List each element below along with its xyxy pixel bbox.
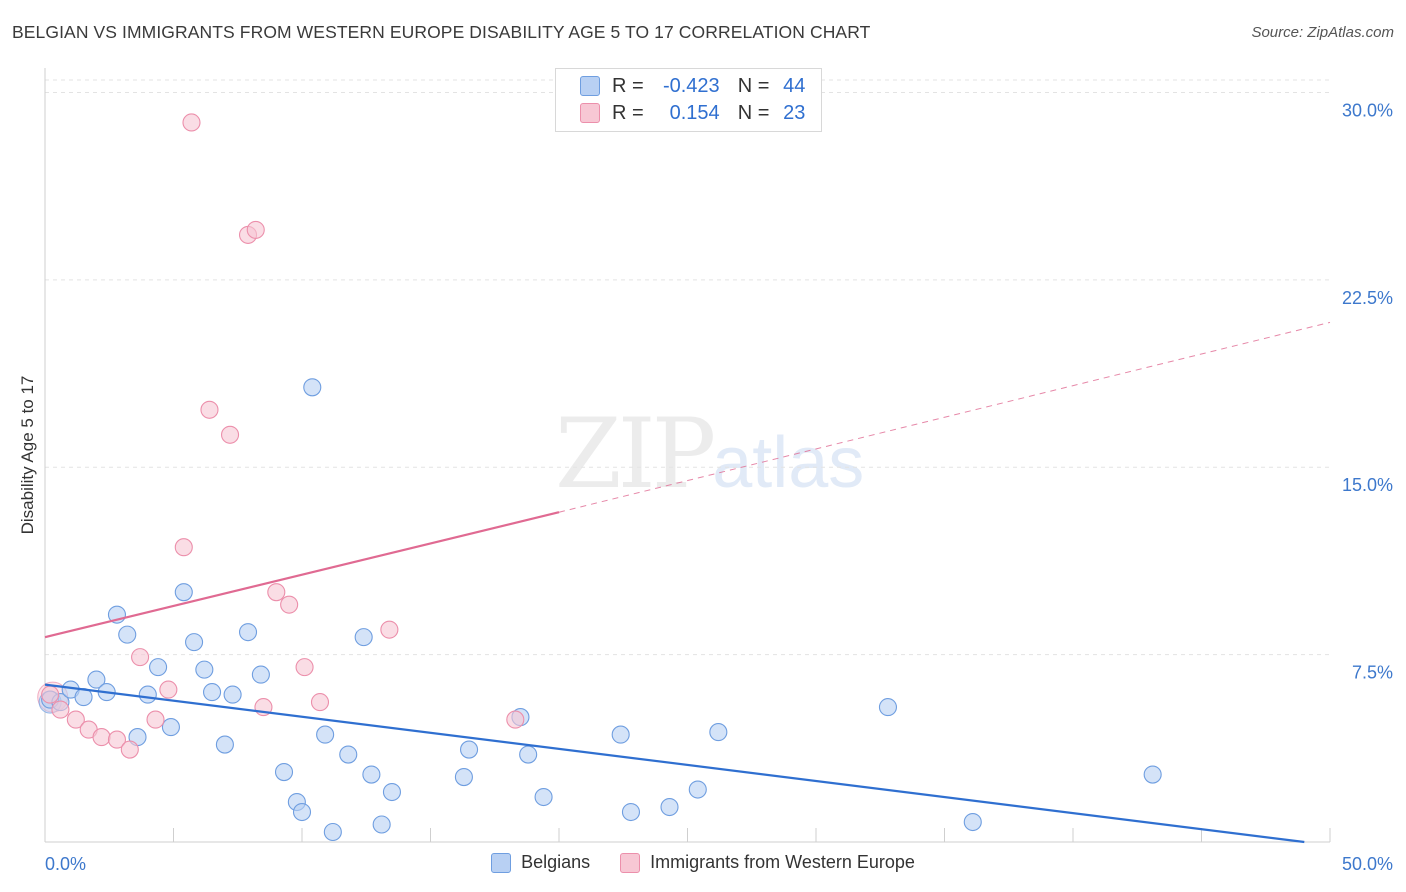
r-label: R = <box>612 101 644 124</box>
belgians-point <box>382 782 402 802</box>
r-value: -0.423 <box>662 74 720 97</box>
y-tick-label: 15.0% <box>1342 475 1393 495</box>
belgians-point <box>660 797 679 817</box>
belgians-point <box>195 660 214 679</box>
legend-label: Immigrants from Western Europe <box>650 852 915 872</box>
belgians-point <box>215 735 234 754</box>
n-label: N = <box>737 101 770 124</box>
belgians-point <box>292 802 312 822</box>
n-label: N = <box>737 74 770 97</box>
r-label: R = <box>612 74 644 97</box>
immigrants-point <box>66 710 85 729</box>
belgians-trendline <box>44 683 1305 844</box>
y-tick-label: 22.5% <box>1342 288 1393 308</box>
belgians-point <box>1143 765 1162 784</box>
immigrants-point <box>51 700 70 719</box>
r-value: 0.154 <box>669 101 720 124</box>
x-tick-label: 0.0% <box>45 854 86 874</box>
belgians-point <box>339 745 358 764</box>
immigrants-point <box>380 620 399 639</box>
belgians-point <box>688 780 707 799</box>
legend-swatch-blue <box>491 852 512 873</box>
immigrants-point <box>174 538 193 557</box>
legend-swatch-pink <box>620 852 641 873</box>
chart-title: BELGIAN VS IMMIGRANTS FROM WESTERN EUROP… <box>12 22 871 42</box>
immigrants-point <box>220 425 240 444</box>
legend-label: Belgians <box>521 852 591 872</box>
legend-swatch-blue <box>580 76 600 96</box>
immigrants-point <box>246 220 265 239</box>
immigrants-point <box>107 730 127 749</box>
immigrants-point <box>182 113 201 132</box>
n-value: 44 <box>783 74 806 97</box>
watermark: ZIPatlas <box>555 398 864 510</box>
belgians-point <box>87 670 106 689</box>
legend-swatch-pink <box>580 103 600 123</box>
immigrants-point <box>41 685 60 704</box>
belgians-point <box>362 765 381 784</box>
immigrants-trendline <box>44 511 560 639</box>
immigrants-point <box>146 710 165 729</box>
belgians-point <box>138 685 157 704</box>
watermark-atlas: atlas <box>712 423 865 503</box>
belgians-point <box>621 802 641 822</box>
belgians-point <box>185 633 204 652</box>
immigrants-point <box>200 400 219 419</box>
immigrants-point <box>120 740 139 759</box>
correlation-legend: R = -0.423 N = 44 R = 0.154 N = 23 <box>555 68 822 132</box>
belgians-point <box>459 740 479 759</box>
immigrants-point <box>92 728 111 747</box>
y-tick-label: 7.5% <box>1352 663 1393 683</box>
immigrants-point <box>310 693 330 712</box>
belgians-point <box>203 683 222 702</box>
legend-item-immigrants[interactable]: Immigrants from Western Europe <box>620 852 915 873</box>
immigrants-point <box>506 710 525 729</box>
belgians-point <box>963 812 982 832</box>
legend-row-belgians: R = -0.423 N = 44 <box>580 74 805 98</box>
immigrants-point <box>267 583 286 602</box>
belgians-point <box>709 723 728 742</box>
n-value: 23 <box>783 101 806 124</box>
belgians-point <box>519 745 538 764</box>
x-tick-label: 50.0% <box>1342 854 1393 874</box>
immigrants-point <box>295 658 314 677</box>
watermark-zip: ZIP <box>555 398 716 510</box>
series-legend: Belgians Immigrants from Western Europe <box>0 852 1406 873</box>
belgians-point <box>354 628 373 647</box>
belgians-point <box>118 625 137 644</box>
belgians-point <box>454 767 473 787</box>
belgians-point <box>174 583 193 602</box>
belgians-point <box>534 787 553 807</box>
belgians-point <box>149 658 168 677</box>
source-label: Source: ZipAtlas.com <box>1251 24 1394 41</box>
belgians-point <box>274 762 294 782</box>
belgians-point <box>251 665 270 684</box>
belgians-point <box>161 718 180 737</box>
belgians-point <box>878 698 898 717</box>
immigrants-point <box>280 595 299 614</box>
y-tick-label: 30.0% <box>1342 100 1393 120</box>
belgians-point <box>238 623 258 642</box>
immigrants-point <box>159 680 178 699</box>
belgians-point <box>316 725 335 744</box>
belgians-point <box>372 815 391 834</box>
legend-item-belgians[interactable]: Belgians <box>491 852 590 873</box>
immigrants-trendline-extension <box>558 321 1331 513</box>
belgians-point <box>303 378 322 397</box>
belgians-point <box>611 725 630 744</box>
immigrants-point <box>131 648 150 667</box>
belgians-point <box>323 822 342 842</box>
belgians-point <box>223 685 242 704</box>
legend-row-immigrants: R = 0.154 N = 23 <box>580 101 805 125</box>
